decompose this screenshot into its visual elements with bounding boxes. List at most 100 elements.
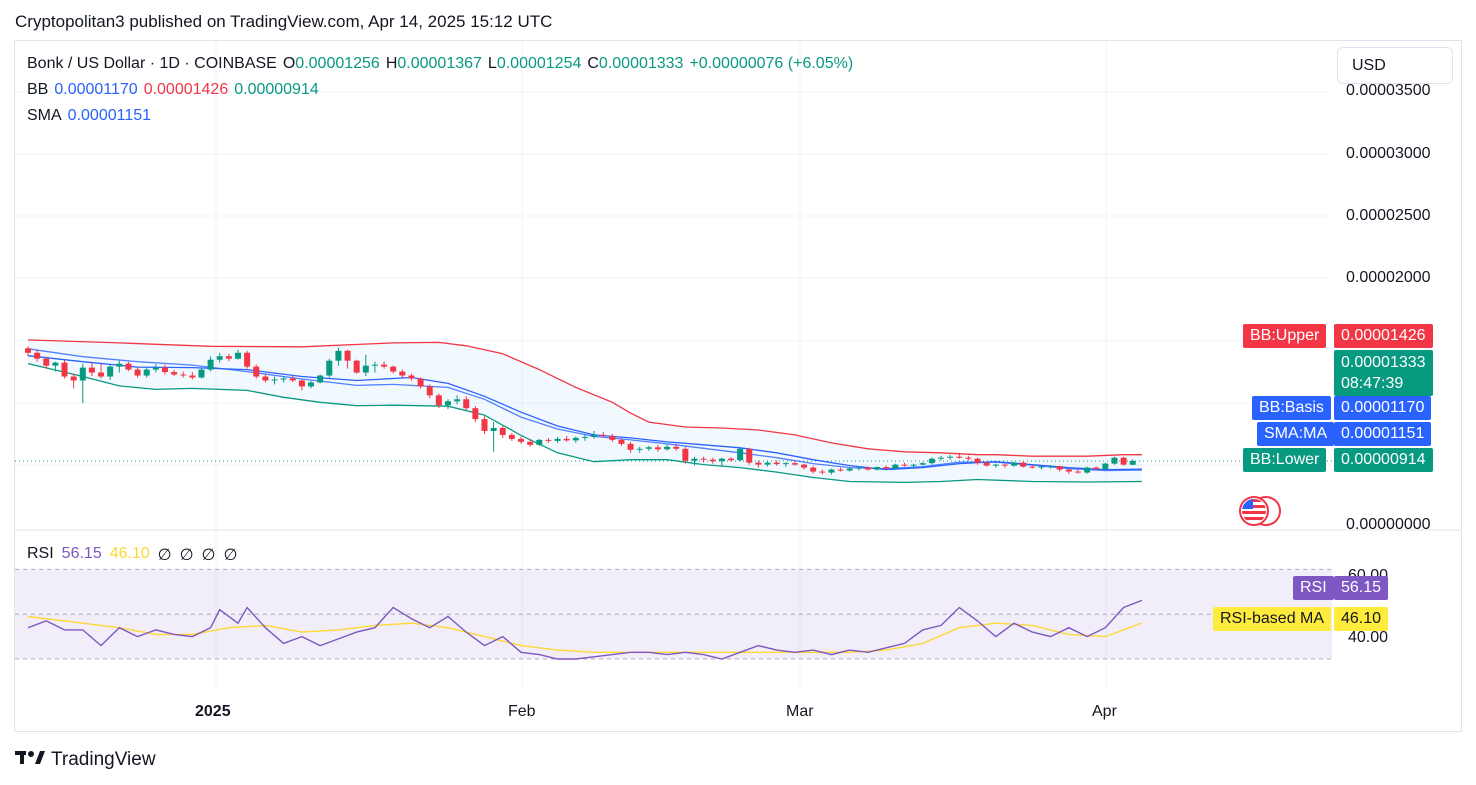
candle	[371, 361, 378, 373]
x-tick-mar: Mar	[786, 703, 814, 720]
candle	[1038, 465, 1045, 470]
candle-body	[1047, 466, 1054, 468]
close-label: C	[587, 55, 599, 72]
bb-label: BB	[27, 81, 49, 98]
rsi-ma-tag: RSI-based MA	[1213, 607, 1332, 631]
candle	[381, 361, 388, 369]
candle	[61, 359, 68, 379]
candle	[764, 461, 771, 467]
candle	[700, 456, 707, 463]
candle-body	[408, 375, 415, 379]
candle-body	[718, 458, 725, 462]
candle-body	[70, 376, 77, 381]
bb-basis-tag: BB:Basis	[1252, 396, 1331, 420]
candle	[189, 372, 196, 380]
candle-body	[673, 446, 680, 449]
candle	[673, 443, 680, 451]
candle-body	[609, 435, 616, 440]
candle-body	[572, 437, 579, 441]
candle-body	[216, 356, 223, 360]
candle-body	[864, 467, 871, 470]
candle-body	[426, 386, 433, 396]
candles	[25, 346, 1136, 475]
candle-body	[1102, 463, 1109, 470]
candle-body	[782, 463, 789, 465]
candle-body	[399, 371, 406, 376]
bb-lower-value: 0.00000914	[234, 81, 319, 98]
candle-body	[417, 378, 424, 387]
candle-body	[107, 366, 114, 377]
candle-body	[25, 348, 31, 353]
candle	[70, 373, 77, 389]
high-label: H	[385, 55, 398, 72]
candle	[645, 445, 652, 451]
candle	[609, 433, 616, 442]
candle-body	[362, 365, 369, 373]
candle-body	[253, 366, 260, 377]
candle	[828, 468, 835, 475]
sma-tag: SMA:MA	[1257, 422, 1335, 446]
candle-body	[61, 362, 68, 377]
bb-upper-tag: BB:Upper	[1243, 324, 1327, 348]
candle	[408, 373, 415, 381]
candle	[454, 395, 461, 405]
candle	[956, 452, 963, 459]
candle-body	[554, 438, 561, 441]
candle-body	[116, 363, 123, 367]
rsi-extra-4: ∅	[223, 547, 238, 564]
candle-body	[600, 434, 607, 436]
candle-body	[883, 467, 890, 469]
candle	[52, 361, 59, 372]
candle-body	[98, 372, 105, 377]
bar-countdown: 08:47:39	[1341, 375, 1404, 392]
candle-body	[956, 456, 963, 458]
candle	[901, 462, 908, 467]
candle	[718, 457, 725, 467]
candle-body	[1129, 461, 1136, 465]
legend-bb-row: BB 0.00001170 0.00001426 0.00000914	[27, 81, 319, 99]
candle	[116, 360, 123, 373]
publisher-header: Cryptopolitan3 published on TradingView.…	[15, 12, 553, 31]
legend-rsi-row: RSI 56.15 46.10 ∅ ∅ ∅ ∅	[27, 545, 238, 565]
candle	[1120, 456, 1127, 466]
currency-selector[interactable]: USD	[1337, 47, 1453, 84]
candle	[755, 460, 762, 468]
candle	[618, 437, 625, 446]
candle-body	[225, 356, 232, 359]
candle-body	[700, 458, 707, 460]
candle-body	[974, 458, 981, 463]
candle-body	[910, 464, 917, 466]
candle	[1111, 456, 1118, 465]
last-price-value: 0.00001333	[1341, 354, 1426, 371]
candle	[234, 349, 241, 360]
low-value: 0.00001254	[496, 55, 582, 72]
candle	[34, 349, 41, 362]
candle	[143, 367, 150, 378]
candle	[791, 461, 798, 466]
candle	[390, 365, 397, 374]
candle-body	[1111, 457, 1118, 464]
candle	[746, 447, 753, 465]
candle	[508, 432, 515, 441]
candle-body	[444, 401, 451, 406]
candle	[947, 454, 954, 460]
candle-body	[664, 446, 671, 450]
rsi-line	[27, 599, 1143, 660]
candle	[125, 361, 132, 372]
candle-body	[326, 360, 333, 376]
tradingview-logo[interactable]: TradingView	[15, 748, 156, 771]
last-price-tag: 0.00001333 08:47:39	[1334, 350, 1433, 396]
candle	[1129, 459, 1136, 465]
candle	[289, 375, 296, 382]
us-flag-icon[interactable]	[1238, 495, 1282, 527]
candle-body	[454, 399, 461, 402]
candle	[353, 359, 360, 374]
candle	[271, 376, 278, 385]
sma-label: SMA	[27, 107, 62, 124]
candle-body	[654, 447, 661, 450]
candle-body	[737, 448, 744, 461]
candle	[481, 416, 488, 434]
candle-body	[591, 434, 598, 437]
candle-body	[919, 463, 926, 465]
